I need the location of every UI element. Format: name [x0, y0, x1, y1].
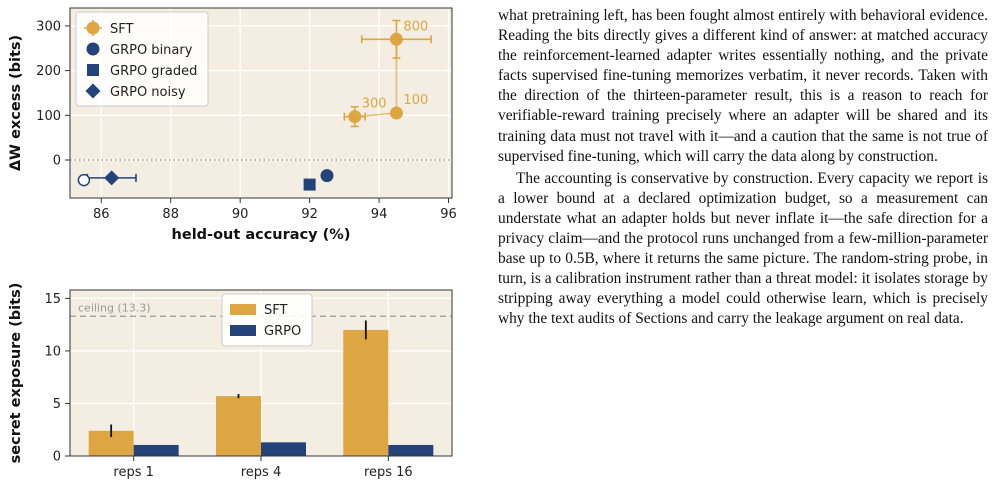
paragraph: what pretraining left, has been fought a… — [498, 7, 988, 165]
x-tick-label: reps 16 — [364, 465, 413, 480]
plot-frame — [69, 7, 453, 199]
text-column: what pretraining left, has been fought a… — [498, 6, 988, 330]
bar-chart: 0 5 10 15 ceiling (13.3) reps 1 reps 4 reps 16 S… — [8, 283, 453, 480]
figure: 86 88 90 92 94 96 0 100 200 300 300 100 800 SFT GRPO b… — [0, 0, 470, 495]
series-unlabeled — [77, 173, 91, 187]
bar-sft — [216, 396, 261, 456]
point-label: 800 — [403, 19, 428, 34]
legend-label: GRPO — [264, 324, 301, 339]
data-point — [389, 32, 403, 46]
series-grpo-binary — [320, 169, 334, 183]
plot-frame — [69, 289, 453, 457]
legend-label: GRPO graded — [110, 64, 197, 79]
legend-swatch — [230, 325, 256, 336]
bar-grpo — [388, 444, 434, 456]
x-tick-label: 90 — [232, 207, 249, 222]
legend-label: SFT — [264, 303, 288, 318]
bar-grpo — [261, 442, 306, 456]
bar-sft — [343, 329, 389, 456]
x-tick-label: 86 — [93, 207, 110, 222]
y-tick-label: 10 — [44, 344, 61, 359]
legend-marker — [85, 83, 101, 99]
x-axis-label: held-out accuracy (%) — [172, 227, 351, 243]
y-tick-label: 15 — [44, 292, 61, 307]
legend-label: SFT — [110, 22, 134, 37]
data-point — [348, 110, 362, 124]
series-sft: 300 100 800 — [343, 19, 432, 128]
y-tick-label: 0 — [53, 154, 61, 169]
legend: SFT GRPO — [221, 293, 313, 347]
legend-marker — [87, 64, 99, 76]
y-axis-label: ΔW excess (bits) — [8, 35, 24, 171]
y-tick-label: 200 — [36, 64, 61, 79]
x-tick-label: reps 4 — [241, 465, 282, 480]
data-point — [104, 170, 120, 186]
x-tick-label: 92 — [301, 207, 318, 222]
data-point — [77, 173, 91, 187]
legend-swatch — [230, 304, 256, 315]
series-grpo-graded — [303, 178, 316, 191]
y-tick-label: 100 — [36, 109, 61, 124]
legend-label: GRPO binary — [110, 43, 193, 58]
y-axis-label: secret exposure (bits) — [8, 283, 24, 464]
x-tick-label: 94 — [371, 207, 388, 222]
paragraph: The accounting is conservative by constr… — [498, 169, 988, 328]
legend-marker — [86, 21, 100, 35]
point-label: 300 — [362, 97, 387, 112]
x-tick-label: reps 1 — [113, 465, 154, 480]
x-tick-label: 88 — [162, 207, 179, 222]
data-point — [320, 169, 334, 183]
y-tick-label: 5 — [53, 397, 61, 412]
bar-grpo — [133, 444, 179, 456]
data-point — [303, 178, 316, 191]
scatter-chart: 86 88 90 92 94 96 0 100 200 300 300 100 800 SFT GRPO b… — [8, 7, 457, 243]
x-tick-label: 96 — [440, 207, 457, 222]
y-tick-label: 0 — [53, 450, 61, 465]
y-tick-label: 300 — [36, 19, 61, 34]
point-label: 100 — [403, 93, 428, 108]
legend-box — [75, 11, 209, 107]
legend-marker — [86, 42, 100, 56]
legend: SFT GRPO binary GRPO graded GRPO noisy — [75, 11, 209, 107]
ceiling-label: ceiling (13.3) — [78, 301, 151, 314]
data-point — [389, 106, 403, 120]
legend-label: GRPO noisy — [110, 85, 186, 100]
